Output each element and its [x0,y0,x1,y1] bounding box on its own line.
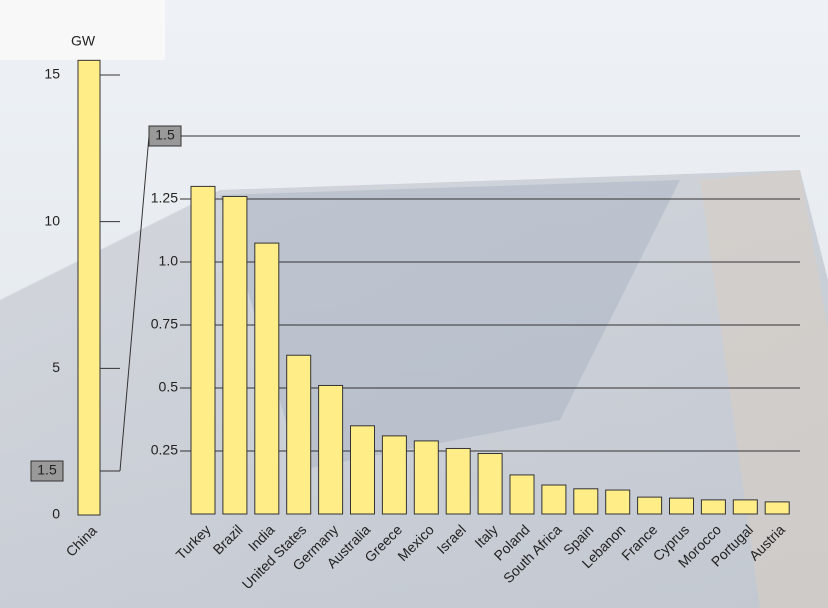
bar [669,497,694,515]
y-tick-label: 0 [52,506,60,522]
bar [573,488,599,515]
bar [222,195,248,515]
y-axis-unit: GW [71,33,96,49]
y-tick-label: 1.5 [37,462,57,478]
zoom-connector [119,135,150,472]
y-tick-label: 0.5 [159,379,179,395]
y-tick-label: 1.0 [159,253,179,269]
bar [509,474,535,515]
bar [764,501,790,515]
bar [413,440,439,515]
bar [350,425,375,515]
bar [77,59,101,516]
y-tick-label: 0.75 [151,316,178,332]
y-tick-label: 5 [52,359,60,375]
bar [254,242,280,515]
y-tick-label: 0.25 [151,442,178,458]
bar [381,435,407,515]
bar [445,447,471,515]
y-tick-label: 10 [44,212,60,228]
y-tick-label: 1.25 [151,190,178,206]
bar [541,484,567,515]
bar [637,496,663,515]
bar [700,499,726,515]
tick-label-box [30,460,64,482]
bar [190,185,216,515]
bar [605,489,631,515]
bar [286,354,312,515]
bar [318,384,344,515]
bar [477,453,503,515]
y-tick-label: 15 [44,66,60,82]
bar [732,499,758,515]
y-tick-label: 1.5 [155,127,175,143]
